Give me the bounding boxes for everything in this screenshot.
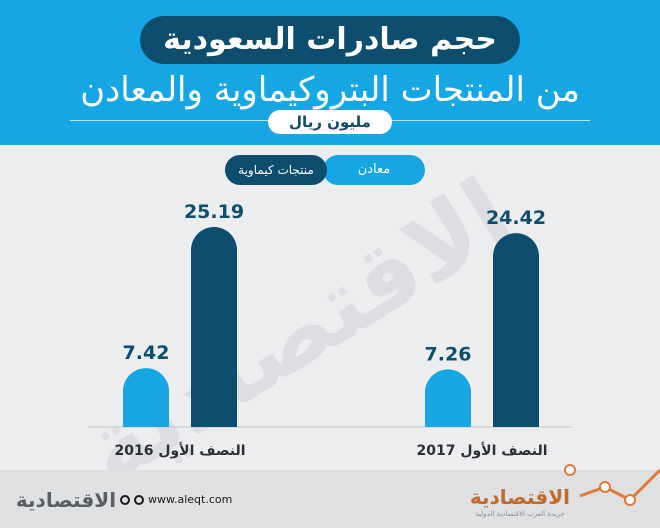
- bar-chart: 7.42 25.19 النصف الأول 2016 7.26 24.42 النصف …: [88, 201, 572, 459]
- value-label: 24.42: [486, 207, 546, 229]
- trend-polyline: [579, 468, 660, 502]
- legend-chemicals: منتجات كيماوية: [225, 155, 327, 185]
- chart-subtitle: من المنتجات البتروكيماوية والمعادن: [80, 70, 580, 110]
- value-label: 7.42: [123, 342, 170, 364]
- legend-minerals: معادن: [323, 155, 425, 185]
- footer-logo-right: الاقتصادية: [469, 485, 570, 509]
- bar-minerals-2: [425, 369, 471, 427]
- category-label: النصف الأول 2016: [114, 442, 245, 459]
- bar-chemicals-2: [493, 233, 539, 427]
- footer-band: [0, 470, 660, 528]
- social-icon[interactable]: [134, 495, 144, 505]
- title-pill: [140, 16, 520, 64]
- value-label: 25.19: [184, 201, 244, 223]
- bar-minerals-1: [123, 368, 169, 427]
- chart-title: حجم صادرات السعودية: [163, 22, 497, 57]
- trend-dot: [599, 481, 611, 493]
- value-label: 7.26: [425, 343, 472, 365]
- footer-logo-tagline: جريدة العرب الاقتصادية الدولية: [475, 510, 565, 518]
- social-icon[interactable]: [120, 495, 130, 505]
- trend-dot: [624, 494, 636, 506]
- bar-chemicals-1: [191, 227, 237, 427]
- footer-logo-left: الاقتصادية: [15, 488, 117, 512]
- unit-label: مليون ريال: [289, 113, 371, 131]
- website-link[interactable]: www.aleqt.com: [148, 493, 233, 506]
- trend-dot: [564, 464, 576, 476]
- unit-pill: [268, 110, 392, 134]
- category-label: النصف الأول 2017: [416, 442, 547, 459]
